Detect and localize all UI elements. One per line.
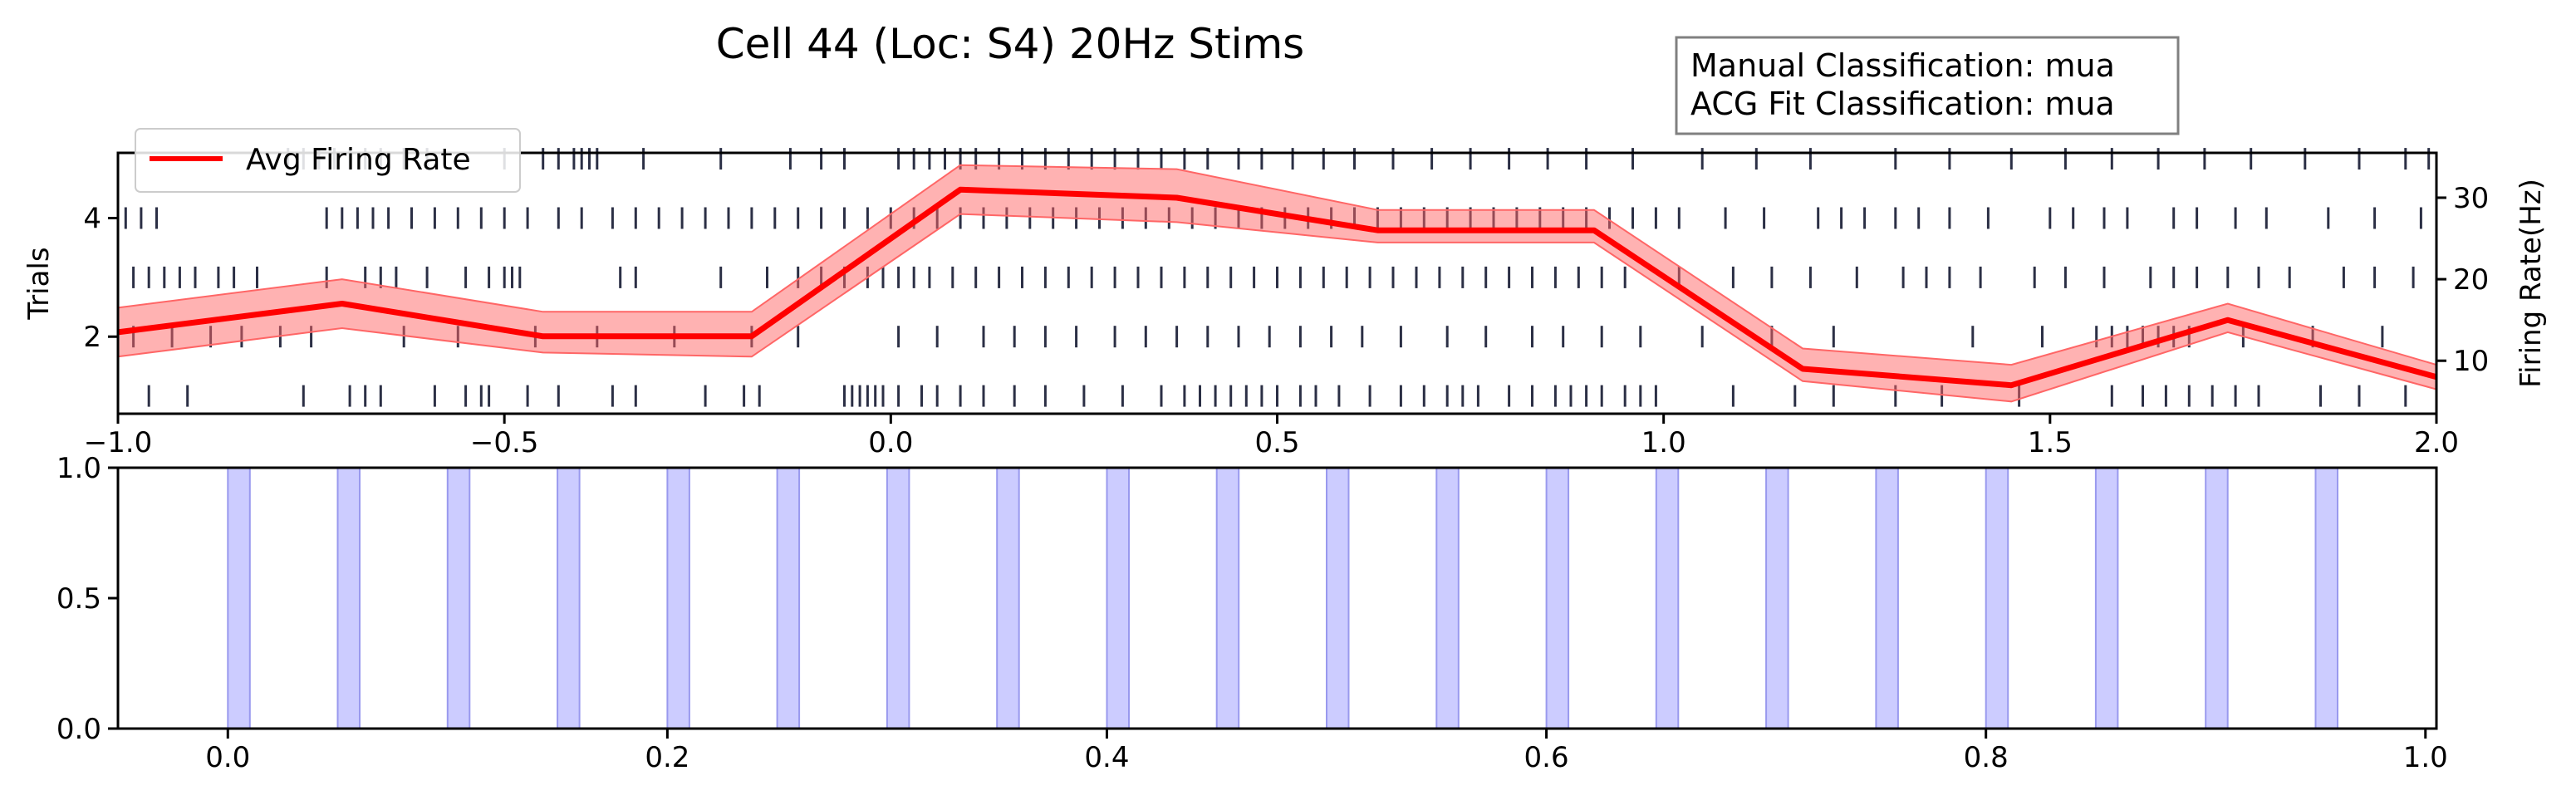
stim-pulse <box>2094 467 2119 729</box>
bottom-y-axis: 0.0 0.5 1.0 <box>56 452 118 746</box>
stim-pulse <box>446 467 471 729</box>
acg-classification-text: ACG Fit Classification: mua <box>1690 86 2115 122</box>
x-tick-label: −0.5 <box>470 426 539 459</box>
stim-pulse <box>776 467 801 729</box>
x-tick-label: −1.0 <box>84 426 153 459</box>
stim-pulse <box>2205 467 2229 729</box>
stim-pulse <box>996 467 1020 729</box>
rate-tick-label: 10 <box>2453 345 2489 378</box>
legend-label: Avg Firing Rate <box>246 143 471 177</box>
legend-frame <box>135 128 521 193</box>
stim-pulse <box>1106 467 1130 729</box>
trials-axis: 24 <box>83 203 118 354</box>
firing-rate-axis: 10 20 30 <box>2436 182 2489 378</box>
stim-pulse <box>2314 467 2338 729</box>
rate-tick-label: 30 <box>2453 182 2489 215</box>
trials-tick-label: 2 <box>83 321 101 354</box>
x-tick-label: 0.8 <box>1964 741 2009 774</box>
trials-tick-label: 4 <box>83 203 101 236</box>
stim-pulse <box>1326 467 1350 729</box>
top-x-axis: −1.0 −0.5 0.0 0.5 1.0 1.5 2.0 <box>84 414 2459 459</box>
firing-rate-axis-label: Firing Rate(Hz) <box>2515 179 2548 388</box>
stim-pulse-panel: 0.0 0.2 0.4 0.6 0.8 1.0 0.0 0.5 1.0 <box>56 452 2448 774</box>
classification-box: Manual Classification: mua ACG Fit Class… <box>1675 36 2180 135</box>
stim-pulse <box>1875 467 1899 729</box>
stim-pulse <box>1435 467 1460 729</box>
x-tick-label: 0.0 <box>868 426 913 459</box>
y-tick-label: 1.0 <box>56 452 101 485</box>
stim-pulse <box>886 467 910 729</box>
x-tick-label: 1.0 <box>1641 426 1686 459</box>
stim-pulse <box>227 467 251 729</box>
x-tick-label: 0.5 <box>1254 426 1299 459</box>
firing-rate-line <box>117 186 2437 389</box>
stim-pulse <box>1765 467 1789 729</box>
trials-axis-label: Trials <box>22 247 56 320</box>
x-tick-label: 0.2 <box>645 741 689 774</box>
stim-pulse <box>1545 467 1570 729</box>
stim-pulses <box>227 467 2338 729</box>
firing-rate-line-layer <box>117 186 2437 389</box>
x-tick-label: 2.0 <box>2414 426 2459 459</box>
x-tick-label: 0.0 <box>205 741 250 774</box>
stim-pulse <box>1985 467 2009 729</box>
x-tick-label: 0.4 <box>1084 741 1129 774</box>
rate-tick-label: 20 <box>2453 263 2489 297</box>
bottom-x-axis: 0.0 0.2 0.4 0.6 0.8 1.0 <box>205 729 2448 774</box>
x-tick-label: 1.5 <box>2028 426 2073 459</box>
stim-pulse <box>666 467 690 729</box>
stim-pulse <box>1215 467 1240 729</box>
legend: Avg Firing Rate <box>135 128 521 193</box>
x-tick-label: 1.0 <box>2403 741 2448 774</box>
stim-pulse <box>557 467 581 729</box>
figure-title: Cell 44 (Loc: S4) 20Hz Stims <box>716 20 1304 68</box>
x-tick-label: 0.6 <box>1524 741 1569 774</box>
stim-pulse <box>1655 467 1680 729</box>
manual-classification-text: Manual Classification: mua <box>1690 47 2115 84</box>
classification-box-frame <box>1675 36 2180 135</box>
y-tick-label: 0.0 <box>56 713 101 746</box>
y-tick-label: 0.5 <box>56 582 101 616</box>
stim-pulse <box>336 467 361 729</box>
